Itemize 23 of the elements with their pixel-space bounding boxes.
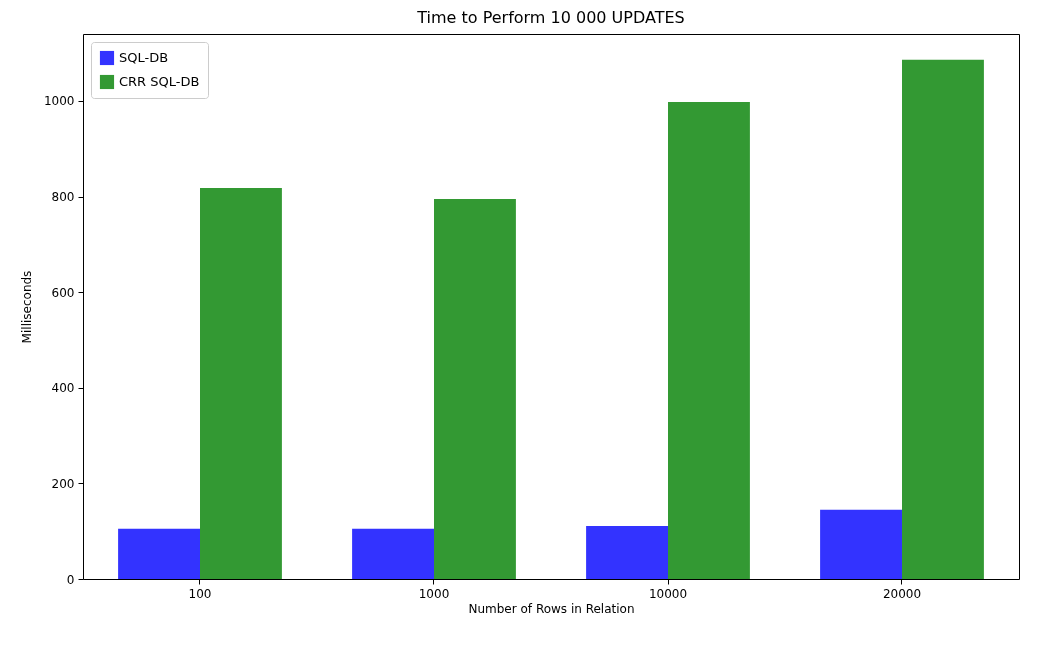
bar [586, 525, 668, 579]
y-tick-label: 400 [51, 381, 75, 396]
bar [352, 528, 434, 579]
x-tick-label: 1000 [418, 586, 450, 601]
bar [668, 101, 750, 579]
bar [118, 528, 200, 579]
y-axis-title: Milliseconds [19, 270, 34, 344]
y-tick-label: 800 [51, 190, 75, 205]
bar [820, 509, 902, 579]
y-tick-label: 600 [51, 285, 75, 300]
chart-title: Time to Perform 10 000 UPDATES [416, 8, 685, 27]
legend-label: SQL-DB [119, 50, 169, 65]
legend-label: CRR SQL-DB [119, 74, 200, 89]
x-axis-title: Number of Rows in Relation [468, 601, 635, 616]
y-tick-label: 0 [66, 572, 75, 587]
x-tick-label: 100 [188, 586, 212, 601]
x-tick-label: 20000 [882, 586, 922, 601]
y-tick-label: 1000 [43, 94, 75, 109]
bar [434, 198, 516, 579]
x-tick-label: 10000 [648, 586, 688, 601]
bar [200, 187, 282, 579]
bar [902, 59, 984, 579]
y-tick-label: 200 [51, 476, 75, 491]
